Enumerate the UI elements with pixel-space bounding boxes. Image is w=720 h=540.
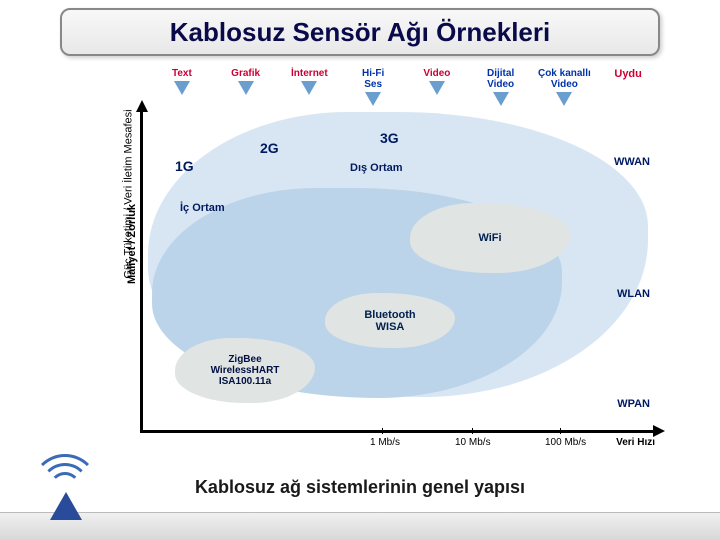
category-row: Text Grafik İnternet Hi-Fi Ses Video Dij… [150, 68, 660, 108]
x-axis-arrow-icon [653, 425, 665, 437]
category-hifi: Hi-Fi Ses [341, 68, 405, 106]
category-digital-video: Dijital Video [469, 68, 533, 106]
y-axis-label-2: Maliyet / Zorluk [126, 204, 138, 284]
category-satellite: Uydu [596, 68, 660, 80]
axes [140, 108, 655, 433]
x-tick-mark [560, 428, 561, 434]
arrow-down-icon [429, 81, 445, 95]
arrow-down-icon [174, 81, 190, 95]
x-tick-label: 10 Mb/s [455, 437, 491, 448]
x-axis-label: Veri Hızı [616, 437, 655, 448]
category-text: Text [150, 68, 214, 95]
y-axis-arrow-icon [136, 100, 148, 112]
title-banner: Kablosuz Sensör Ağı Örnekleri [60, 8, 660, 56]
arrow-down-icon [365, 92, 381, 106]
category-multichannel: Çok kanallı Video [533, 68, 597, 106]
arrow-down-icon [238, 81, 254, 95]
page-title: Kablosuz Sensör Ağı Örnekleri [170, 17, 550, 48]
category-video: Video [405, 68, 469, 95]
category-internet: İnternet [278, 68, 342, 95]
arrow-down-icon [493, 92, 509, 106]
x-tick-label: 100 Mb/s [545, 437, 586, 448]
footer-bar [0, 512, 720, 540]
arrow-down-icon [556, 92, 572, 106]
x-tick-label: 1 Mb/s [370, 437, 400, 448]
wireless-logo-icon [30, 460, 100, 520]
figure-caption: Kablosuz ağ sistemlerinin genel yapısı [0, 477, 720, 498]
category-grafik: Grafik [214, 68, 278, 95]
x-tick-mark [472, 428, 473, 434]
x-tick-mark [382, 428, 383, 434]
chart-area: Text Grafik İnternet Hi-Fi Ses Video Dij… [80, 68, 660, 458]
arrow-down-icon [301, 81, 317, 95]
